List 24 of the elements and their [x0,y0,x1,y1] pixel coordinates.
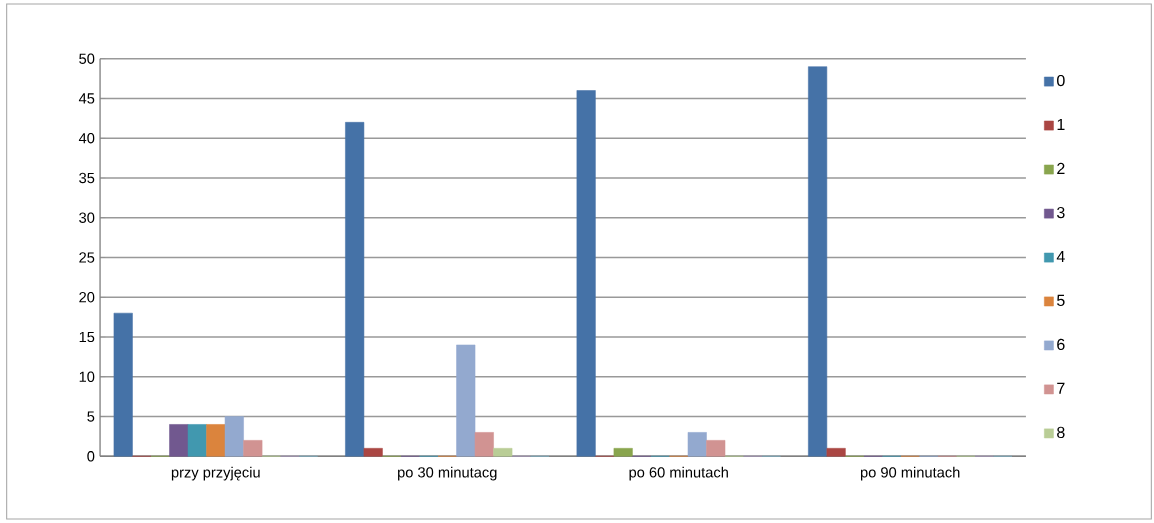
x-tick-label: po 90 minutach [860,466,960,481]
legend-label: 7 [1057,382,1065,394]
legend-label: 2 [1057,162,1065,175]
y-tick-label: 40 [78,133,95,144]
legend-label: 5 [1057,294,1065,307]
y-tick-label: 30 [79,212,95,223]
legend-label: 1 [1057,118,1065,130]
x-tick-label: po 30 minutacg [398,466,497,481]
legend-label: 3 [1057,206,1065,219]
y-tick-label: 10 [79,371,95,382]
y-tick-label: 20 [79,292,95,303]
x-tick-label: po 60 minutach [629,466,728,481]
legend-label: 8 [1057,426,1065,439]
legend-label: 4 [1056,250,1065,262]
x-tick-label: przy przyjęciu [171,466,260,481]
y-tick-label: 50 [79,53,95,64]
legend-label: 6 [1057,338,1065,351]
y-tick-label: 35 [79,172,95,184]
legend-label: 0 [1057,74,1065,87]
y-tick-label: 5 [87,411,95,422]
y-tick-label: 45 [78,93,95,104]
y-tick-label: 0 [87,451,95,462]
y-tick-label: 25 [79,252,95,263]
y-tick-label: 15 [79,331,95,343]
